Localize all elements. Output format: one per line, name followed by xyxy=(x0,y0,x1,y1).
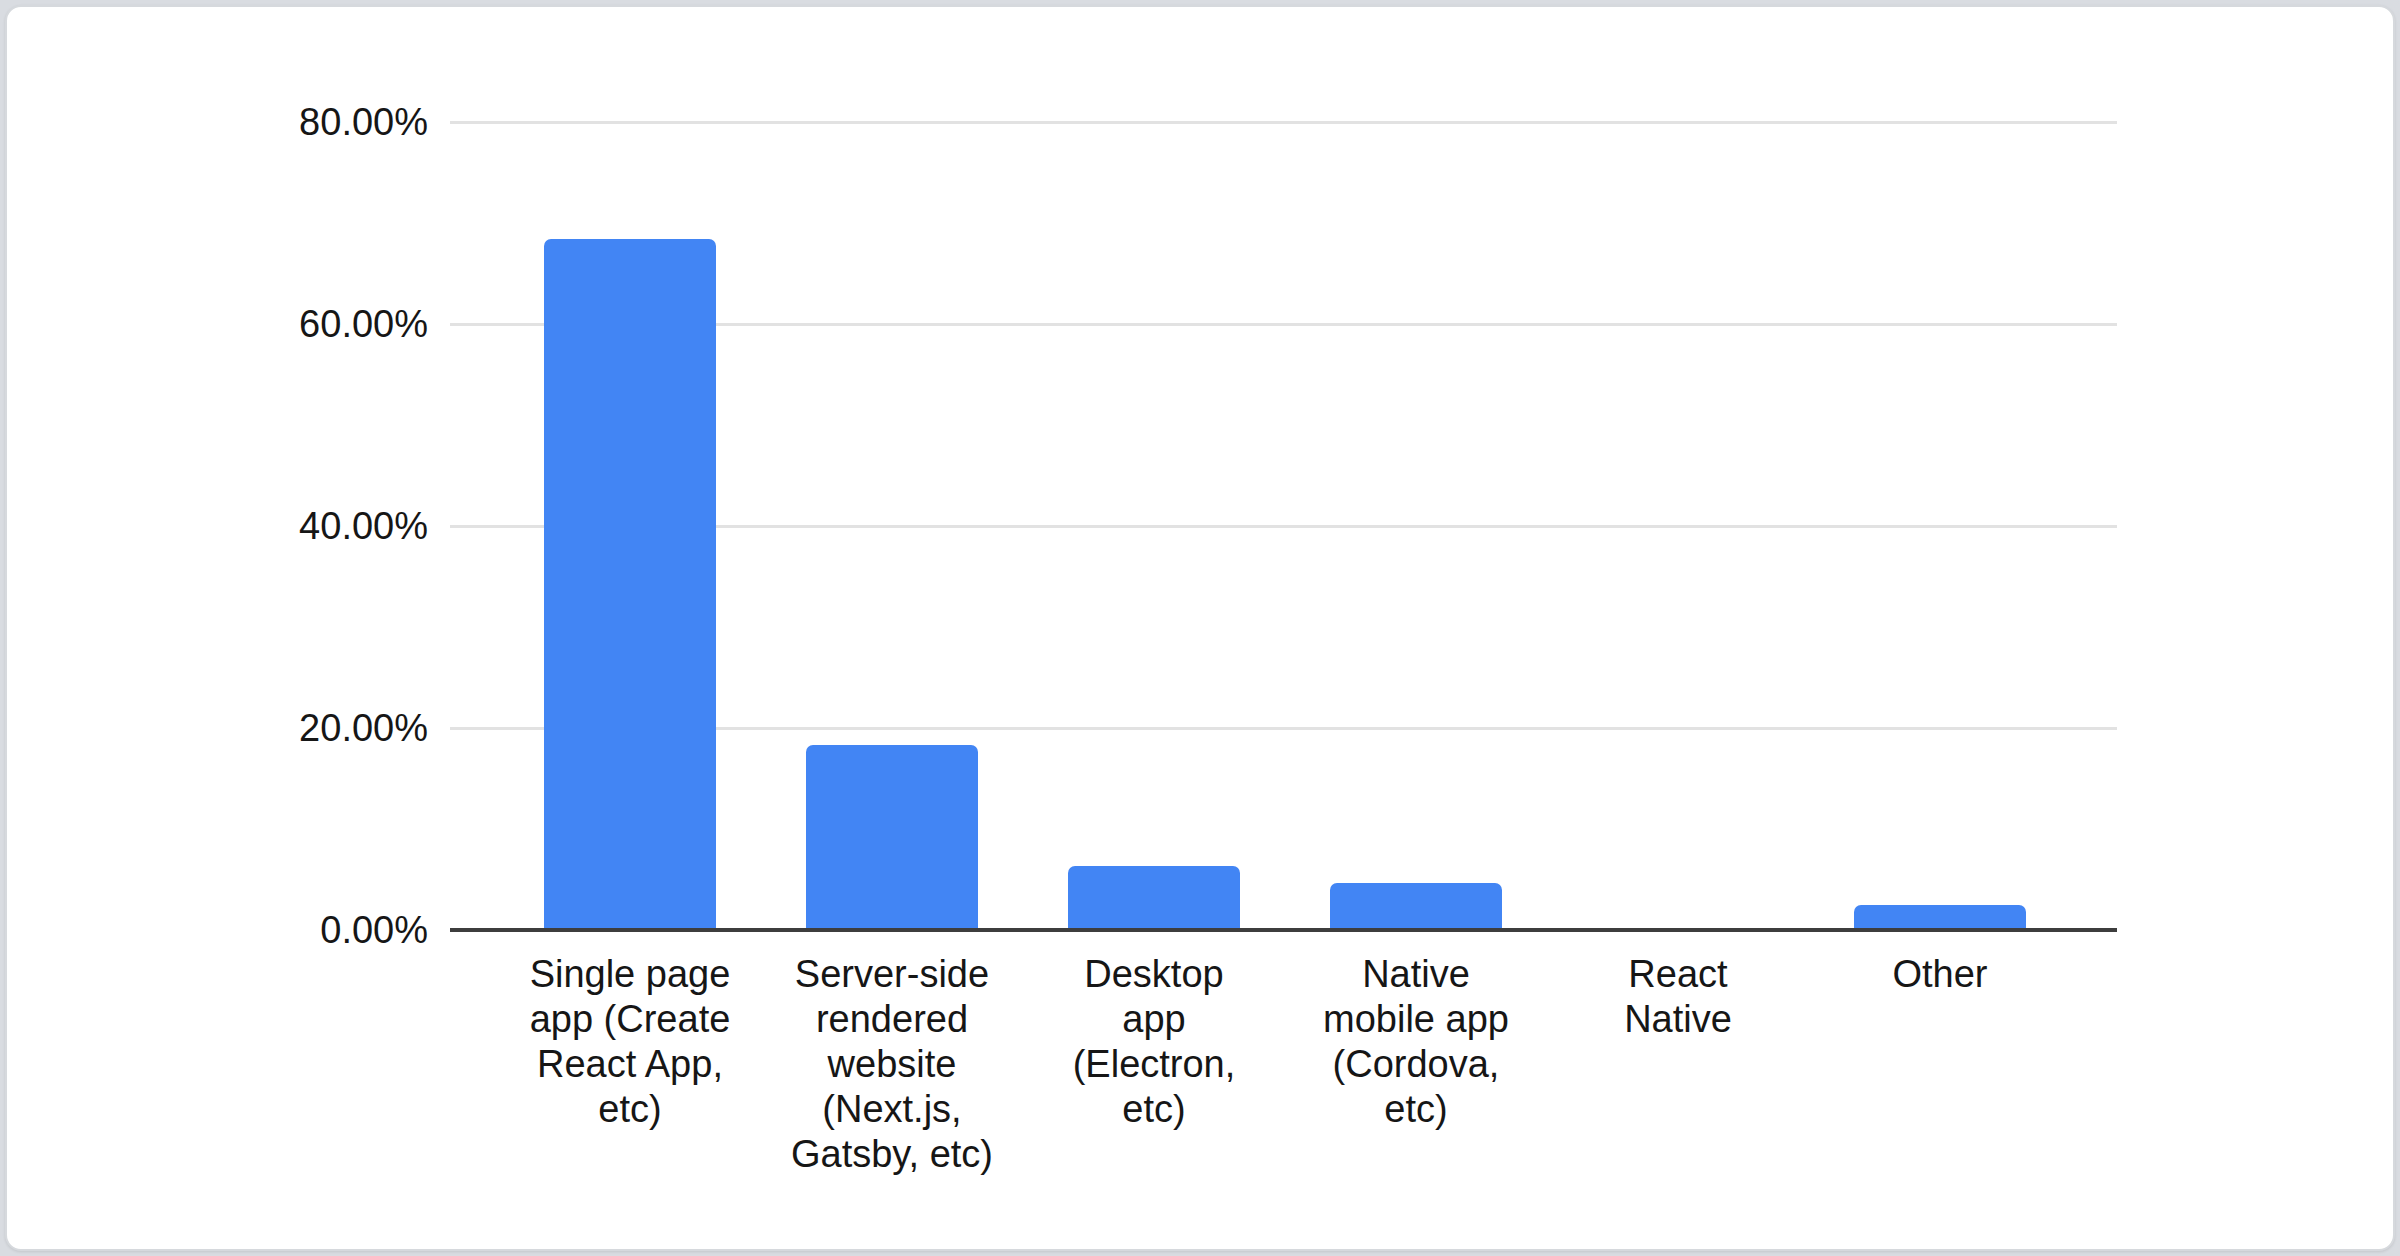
y-axis-tick-label: 40.00% xyxy=(128,503,428,549)
x-axis-category-label: Native mobile app (Cordova, etc) xyxy=(1271,952,1561,1132)
plot-area: 80.00%60.00%40.00%20.00%0.00%Single page… xyxy=(450,122,2117,930)
x-axis-line xyxy=(450,928,2117,932)
y-axis-tick-label: 0.00% xyxy=(128,907,428,953)
y-axis-tick-label: 80.00% xyxy=(128,99,428,145)
y-axis-tick-label: 60.00% xyxy=(128,301,428,347)
x-axis-category-label: Other xyxy=(1795,952,2085,997)
x-axis-category-label: Single page app (Create React App, etc) xyxy=(485,952,775,1132)
bar-desktop-app-electron-etc xyxy=(1068,866,1240,930)
x-axis-category-label: Desktop app (Electron, etc) xyxy=(1009,952,1299,1132)
x-axis-category-label: React Native xyxy=(1533,952,1823,1042)
y-axis-tick-label: 20.00% xyxy=(128,705,428,751)
bar-other xyxy=(1854,905,2026,930)
bar-single-page-app-create-react-app-etc xyxy=(544,239,716,930)
bar-server-side-rendered-website-next-js-gatsby-etc xyxy=(806,745,978,930)
chart-card: 80.00% 60.00% 40.00% 20.00% 0.00% Single page… xyxy=(5,5,2395,1251)
bar-native-mobile-app-cordova-etc xyxy=(1330,883,1502,930)
x-axis-category-label: Server-side rendered website (Next.js, G… xyxy=(747,952,1037,1177)
gridline xyxy=(450,121,2117,124)
